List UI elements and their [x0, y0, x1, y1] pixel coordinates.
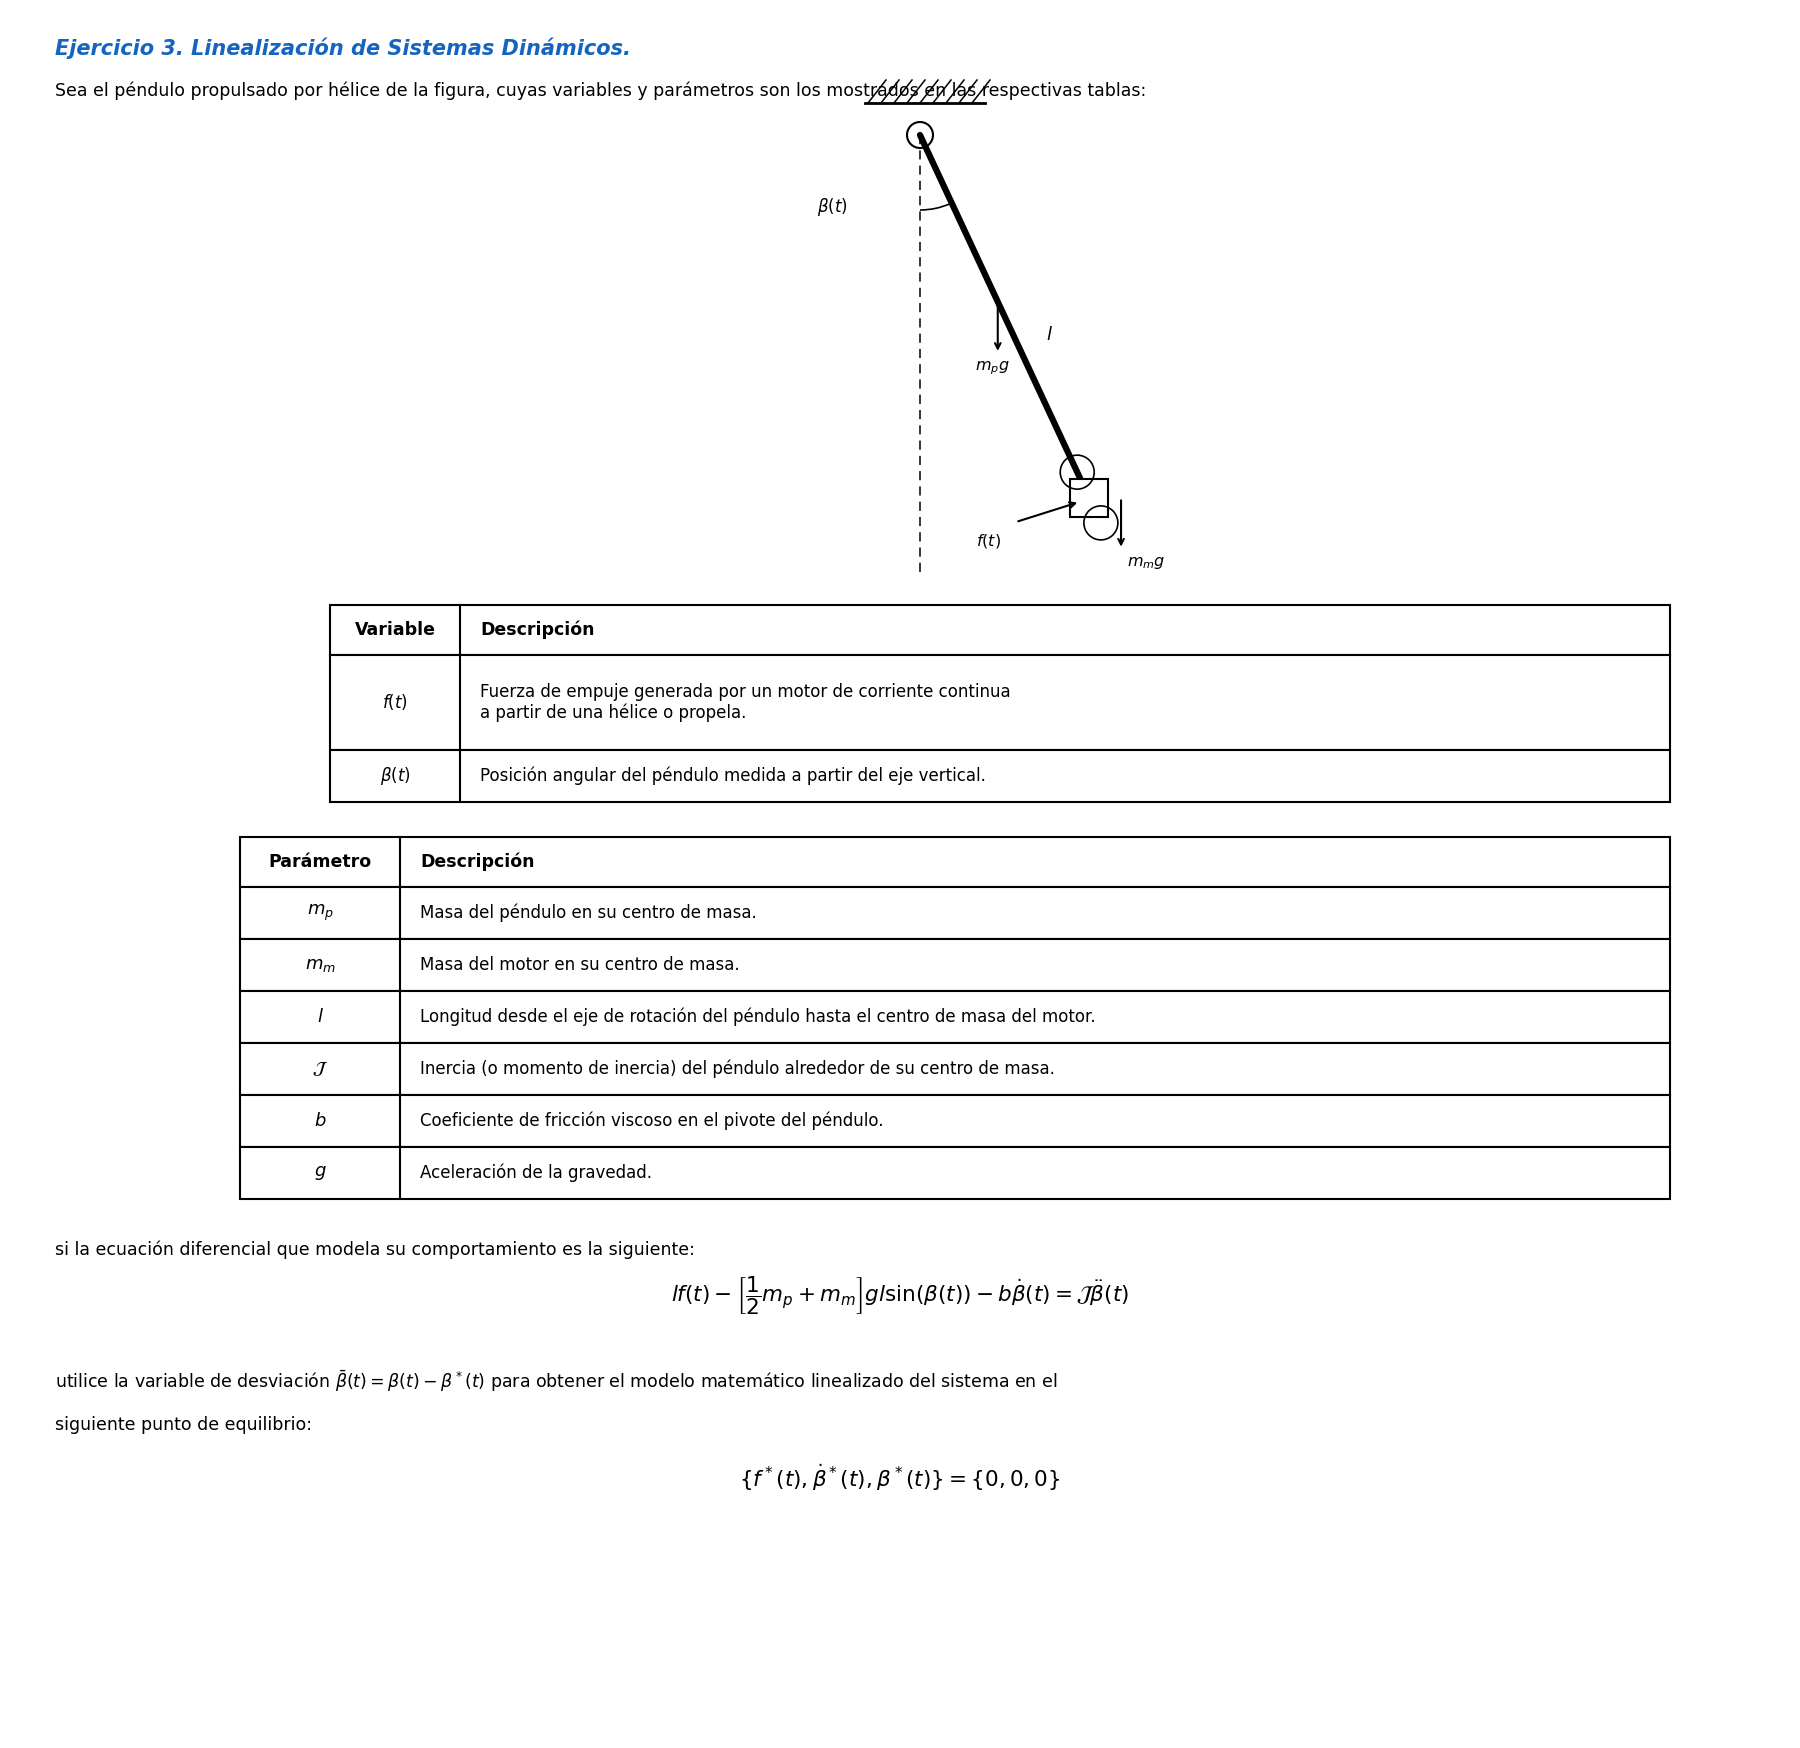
Bar: [239, 1094, 1670, 1147]
Text: $m_p g$: $m_p g$: [976, 360, 1010, 378]
Text: $b$: $b$: [313, 1112, 326, 1129]
Bar: [329, 656, 1670, 750]
Text: Inercia (o momento de inercia) del péndulo alrededor de su centro de masa.: Inercia (o momento de inercia) del péndu…: [419, 1059, 1055, 1079]
Text: $m_m g$: $m_m g$: [1127, 554, 1166, 570]
Text: utilice la variable de desviación $\bar{\beta}(t) = \beta(t) - \beta^*(t)$ para : utilice la variable de desviación $\bar{…: [56, 1369, 1057, 1393]
Text: $m_p$: $m_p$: [306, 904, 333, 923]
Text: $lf(t) - \left[\dfrac{1}{2}m_p + m_m\right]gl\sin(\beta(t)) - b\dot{\beta}(t) = : $lf(t) - \left[\dfrac{1}{2}m_p + m_m\rig…: [671, 1274, 1129, 1318]
Bar: [239, 1044, 1670, 1094]
Text: $m_m$: $m_m$: [304, 956, 335, 974]
Bar: [329, 605, 1670, 656]
Text: $l$: $l$: [1046, 327, 1053, 344]
Text: $\{f^*(t), \dot{\beta}^*(t), \beta^*(t)\} = \{0, 0, 0\}$: $\{f^*(t), \dot{\beta}^*(t), \beta^*(t)\…: [740, 1463, 1060, 1493]
Text: si la ecuación diferencial que modela su comportamiento es la siguiente:: si la ecuación diferencial que modela su…: [56, 1241, 695, 1260]
Bar: [329, 750, 1670, 802]
Text: siguiente punto de equilibrio:: siguiente punto de equilibrio:: [56, 1416, 311, 1433]
Bar: [239, 1147, 1670, 1199]
Text: $\beta(t)$: $\beta(t)$: [380, 766, 410, 787]
Text: Longitud desde el eje de rotación del péndulo hasta el centro de masa del motor.: Longitud desde el eje de rotación del pé…: [419, 1009, 1096, 1026]
Text: $f(t)$: $f(t)$: [382, 692, 409, 713]
Bar: [239, 886, 1670, 939]
Bar: [239, 837, 1670, 886]
Text: $\beta(t)$: $\beta(t)$: [817, 196, 848, 218]
Text: $f(t)$: $f(t)$: [976, 531, 1001, 551]
Text: Aceleración de la gravedad.: Aceleración de la gravedad.: [419, 1164, 652, 1182]
Text: $g$: $g$: [313, 1164, 326, 1182]
Text: Descripción: Descripción: [481, 621, 594, 640]
Text: Ejercicio 3. Linealización de Sistemas Dinámicos.: Ejercicio 3. Linealización de Sistemas D…: [56, 38, 630, 59]
Text: $\mathcal{J}$: $\mathcal{J}$: [311, 1059, 328, 1079]
Text: Masa del péndulo en su centro de masa.: Masa del péndulo en su centro de masa.: [419, 904, 756, 923]
Text: Parámetro: Parámetro: [268, 853, 371, 871]
Text: Coeficiente de fricción viscoso en el pivote del péndulo.: Coeficiente de fricción viscoso en el pi…: [419, 1112, 884, 1131]
Text: Sea el péndulo propulsado por hélice de la figura, cuyas variables y parámetros : Sea el péndulo propulsado por hélice de …: [56, 82, 1147, 100]
Text: Fuerza de empuje generada por un motor de corriente continua
a partir de una hél: Fuerza de empuje generada por un motor d…: [481, 683, 1010, 722]
Bar: [1069, 479, 1109, 516]
Text: Posición angular del péndulo medida a partir del eje vertical.: Posición angular del péndulo medida a pa…: [481, 767, 986, 785]
Text: $l$: $l$: [317, 1009, 324, 1026]
Bar: [239, 991, 1670, 1044]
Bar: [239, 939, 1670, 991]
Text: Descripción: Descripción: [419, 853, 535, 871]
Text: Masa del motor en su centro de masa.: Masa del motor en su centro de masa.: [419, 956, 740, 974]
Text: Variable: Variable: [355, 621, 436, 640]
